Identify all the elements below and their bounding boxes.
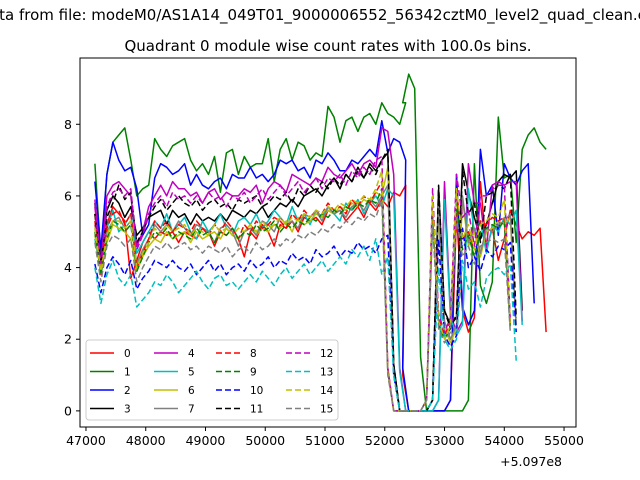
series-line-6 (94, 166, 517, 412)
series-line-9 (94, 188, 512, 412)
x-tick-label: 50000 (245, 433, 285, 448)
legend-frame (85, 339, 339, 421)
legend-label-0: 0 (124, 348, 131, 360)
x-tick-label: 47000 (66, 433, 106, 448)
legend-label-12: 12 (320, 348, 333, 360)
x-axis-offset-label: +5.097e8 (500, 454, 562, 469)
series-line-12 (94, 155, 512, 412)
legend-label-14: 14 (320, 385, 334, 397)
series-line-15 (94, 198, 512, 412)
figure-suptitle: Data from file: modeM0/AS1A14_049T01_900… (0, 6, 640, 25)
legend-label-5: 5 (188, 367, 195, 379)
y-axis: 0 2 4 6 8 (64, 117, 80, 418)
x-tick-label: 51000 (305, 433, 345, 448)
x-tick-label: 52000 (365, 433, 405, 448)
x-tick-label: 55000 (544, 433, 584, 448)
legend-label-4: 4 (188, 348, 195, 360)
x-tick-label: 48000 (126, 433, 166, 448)
y-tick-label: 0 (64, 403, 72, 418)
series-line-0 (94, 180, 547, 412)
legend-label-13: 13 (320, 367, 333, 379)
plot-area-frame (79, 57, 577, 428)
legend-label-10: 10 (250, 385, 263, 397)
legend-label-11: 11 (250, 404, 263, 416)
legend-label-3: 3 (124, 404, 131, 416)
plot-lines (94, 73, 547, 412)
x-tick-label: 53000 (425, 433, 465, 448)
y-tick-label: 6 (64, 188, 72, 203)
series-line-14 (94, 170, 512, 412)
legend-label-8: 8 (250, 348, 257, 360)
x-axis: 47000 48000 49000 50000 51000 52000 53000 54000… (66, 427, 584, 448)
x-tick-label: 49000 (186, 433, 226, 448)
y-tick-label: 8 (64, 117, 72, 132)
series-line-8 (94, 180, 512, 412)
y-tick-label: 2 (64, 332, 72, 347)
chart-title: Quadrant 0 module wise count rates with … (124, 37, 531, 55)
y-tick-label: 4 (64, 260, 72, 275)
legend-label-6: 6 (188, 385, 195, 397)
legend-label-15: 15 (320, 404, 333, 416)
legend-label-7: 7 (188, 404, 195, 416)
legend-label-1: 1 (124, 367, 131, 379)
x-tick-label: 54000 (484, 433, 524, 448)
legend-label-2: 2 (124, 385, 131, 397)
series-line-1 (94, 73, 547, 412)
legend-label-9: 9 (250, 367, 257, 379)
